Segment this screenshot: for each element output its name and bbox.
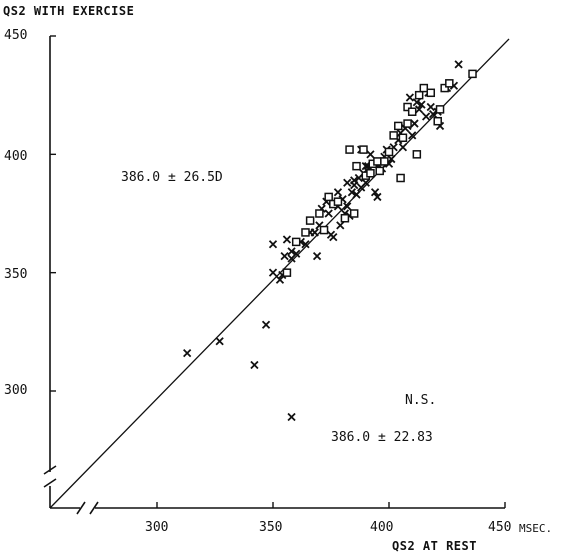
data-point-x (405, 93, 415, 102)
data-point-square (301, 228, 310, 237)
data-point-square (349, 209, 359, 218)
data-point-x (336, 221, 345, 230)
x-tick-label: 350 (259, 520, 283, 535)
data-point-square (440, 83, 449, 93)
data-point-x (343, 178, 352, 187)
y-axis-break-mark (43, 465, 57, 475)
data-point-x (387, 154, 396, 164)
y-axis-title: QS2 WITH EXERCISE (3, 4, 135, 18)
data-point-square (340, 213, 350, 223)
data-point-square (389, 131, 398, 140)
data-point-square (468, 69, 477, 79)
data-point-x (280, 251, 289, 261)
data-point-x (410, 119, 419, 128)
data-point-square (435, 105, 445, 114)
data-point-x (370, 188, 380, 197)
data-point-square (396, 173, 405, 183)
data-point-x (268, 268, 278, 277)
data-point-square (373, 157, 382, 166)
data-point-x (329, 233, 338, 242)
rest-mean-annotation: 386.0 ± 22.83 (331, 430, 433, 445)
data-point-square (305, 216, 315, 225)
data-point-x (215, 337, 224, 346)
data-point-x (250, 360, 259, 370)
data-point-square (398, 133, 408, 143)
data-point-x (408, 131, 417, 140)
x-unit-label: MSEC. (519, 522, 553, 535)
data-point-x (347, 188, 357, 197)
y-tick-label: 300 (4, 383, 28, 398)
data-point-x (361, 162, 370, 171)
data-point-square (345, 145, 354, 154)
data-point-square (352, 161, 361, 171)
data-point-square (426, 88, 436, 98)
x-axis-title: QS2 AT REST (392, 539, 477, 553)
data-point-square (403, 102, 412, 112)
significance-annotation: N.S. (405, 393, 437, 408)
data-marks (183, 60, 477, 422)
data-point-x (333, 188, 343, 197)
y-tick-label: 350 (4, 267, 28, 282)
exercise-mean-annotation: 386.0 ± 26.5D (121, 170, 223, 185)
data-point-square (407, 107, 417, 116)
data-point-square (333, 197, 343, 206)
data-point-x (454, 60, 463, 69)
data-point-square (324, 192, 333, 202)
data-point-square (282, 268, 292, 277)
data-point-square (445, 79, 454, 88)
data-point-x (415, 105, 424, 114)
x-tick-label: 400 (370, 520, 394, 535)
data-point-x (366, 150, 375, 159)
data-point-square (384, 147, 394, 157)
data-point-square (394, 121, 403, 131)
data-point-x (275, 275, 285, 284)
data-point-x (417, 100, 426, 109)
data-point-square (359, 145, 368, 154)
data-point-square (412, 150, 422, 159)
data-point-x (287, 412, 296, 422)
data-point-x (350, 180, 359, 190)
y-axis-break-mark (43, 478, 57, 488)
y-tick-label: 450 (4, 28, 28, 43)
data-point-x (292, 249, 301, 258)
data-point-square (291, 237, 301, 247)
data-point-x (312, 251, 322, 261)
data-point-square (419, 83, 429, 93)
x-axis-break-mark (76, 501, 86, 515)
data-point-x (373, 192, 382, 202)
data-point-x (426, 102, 435, 112)
data-point-square (403, 119, 412, 128)
data-point-square (315, 209, 324, 218)
data-point-x (268, 240, 278, 249)
data-point-x (412, 98, 421, 107)
data-point-x (361, 178, 370, 187)
data-point-x (261, 320, 271, 329)
data-point-square (414, 90, 424, 100)
data-point-x (301, 240, 310, 249)
x-axis-break-mark (89, 501, 99, 515)
data-point-square (375, 166, 384, 176)
data-point-square (433, 116, 442, 126)
data-point-x (398, 143, 408, 152)
data-point-square (319, 225, 329, 235)
data-point-x (428, 109, 438, 119)
x-tick-label: 300 (145, 520, 169, 535)
data-point-x (282, 235, 292, 244)
data-point-x (324, 209, 333, 218)
y-tick-label: 400 (4, 149, 28, 164)
data-point-x (287, 247, 296, 256)
data-point-x (183, 348, 192, 358)
data-point-x (352, 190, 361, 199)
data-point-x (310, 228, 319, 237)
data-point-x (421, 112, 431, 121)
x-tick-label: 450 (488, 520, 512, 535)
data-point-square (366, 169, 375, 178)
data-point-x (343, 202, 352, 211)
data-point-square (380, 157, 389, 166)
